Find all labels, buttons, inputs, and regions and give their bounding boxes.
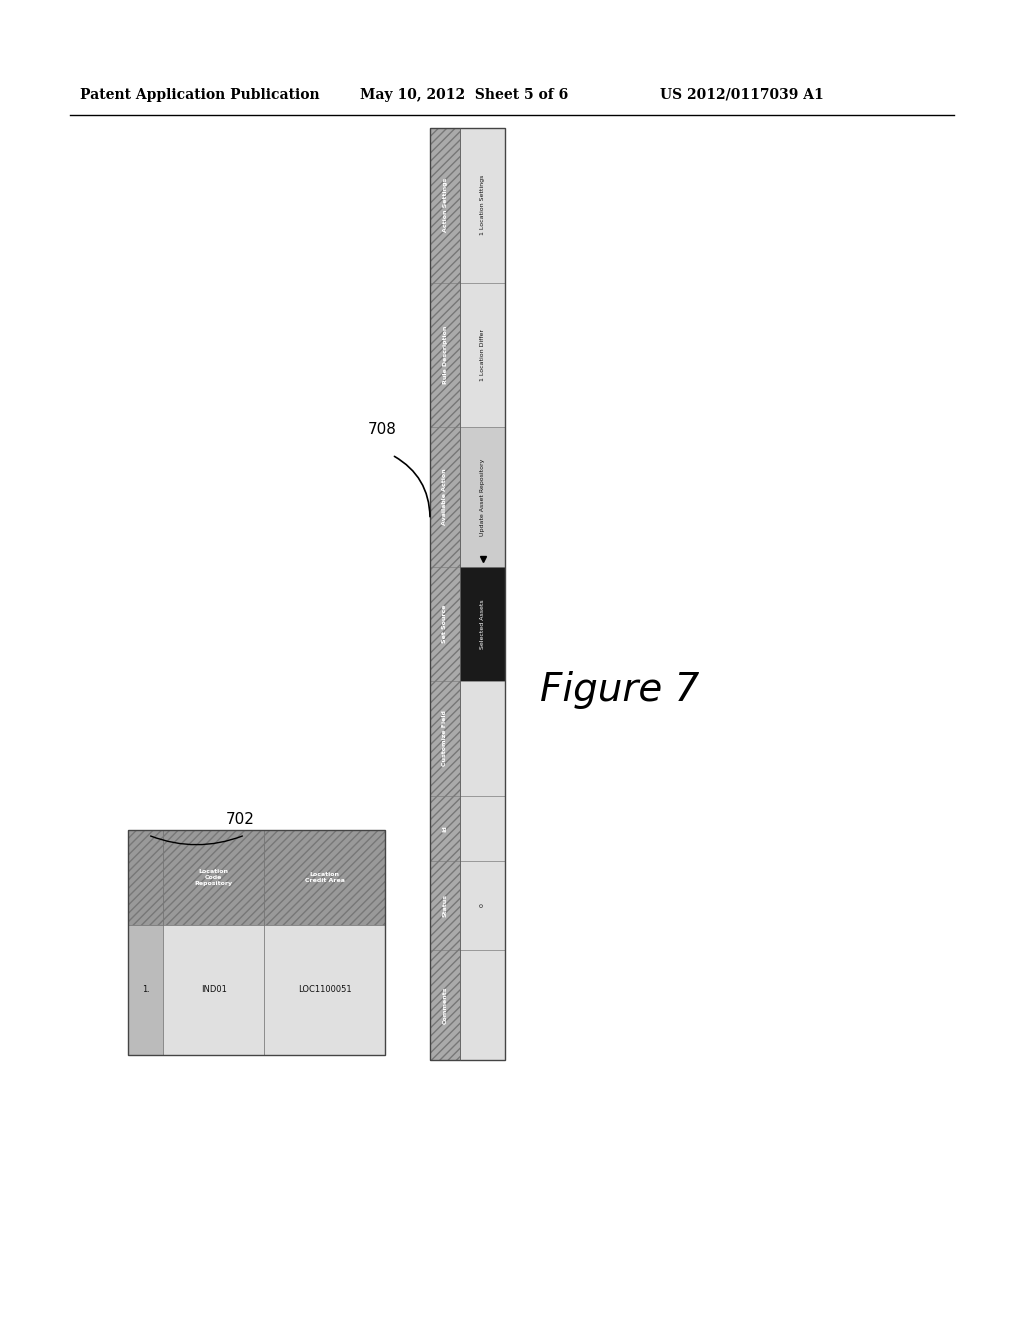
Bar — [460, 861, 505, 950]
Text: Id: Id — [442, 825, 447, 832]
Text: 0: 0 — [480, 904, 485, 907]
Text: 708: 708 — [368, 422, 396, 437]
Bar — [430, 861, 460, 950]
Text: May 10, 2012  Sheet 5 of 6: May 10, 2012 Sheet 5 of 6 — [360, 88, 568, 102]
Text: Customize Field: Customize Field — [442, 710, 447, 767]
Bar — [128, 830, 163, 924]
Bar — [430, 282, 460, 428]
Text: US 2012/0117039 A1: US 2012/0117039 A1 — [660, 88, 823, 102]
Bar — [264, 924, 385, 1055]
Bar — [430, 428, 460, 566]
Bar — [430, 566, 460, 681]
Text: Rule Description: Rule Description — [442, 326, 447, 384]
Bar — [430, 128, 460, 282]
Bar — [264, 830, 385, 924]
Bar — [460, 950, 505, 1060]
Bar — [163, 924, 264, 1055]
Bar — [430, 796, 460, 861]
Bar — [128, 830, 385, 1055]
Bar — [163, 830, 264, 924]
Text: 1.: 1. — [141, 985, 150, 994]
Text: LOC1100051: LOC1100051 — [298, 985, 351, 994]
Text: Action Settings: Action Settings — [442, 178, 447, 232]
Bar — [430, 681, 460, 796]
Bar — [430, 861, 460, 950]
Bar — [460, 796, 505, 861]
Text: Comments: Comments — [442, 986, 447, 1024]
Text: Status: Status — [442, 894, 447, 917]
Text: Location
Code
Repository: Location Code Repository — [195, 869, 232, 886]
Bar — [430, 796, 460, 861]
Bar — [264, 830, 385, 924]
Bar — [460, 282, 505, 428]
Bar — [430, 128, 460, 282]
Bar — [460, 681, 505, 796]
Bar — [430, 681, 460, 796]
Text: Patent Application Publication: Patent Application Publication — [80, 88, 319, 102]
Bar — [163, 830, 264, 924]
Bar — [460, 428, 505, 566]
Text: Update Asset Repository: Update Asset Repository — [480, 458, 485, 536]
Bar — [430, 566, 460, 681]
Bar — [430, 950, 460, 1060]
Bar — [430, 128, 505, 1060]
Bar — [128, 924, 163, 1055]
Bar — [430, 428, 460, 566]
Bar — [460, 128, 505, 282]
Text: 1 Location Differ: 1 Location Differ — [480, 329, 485, 380]
Bar — [460, 566, 505, 681]
Bar — [430, 282, 460, 428]
Text: 1 Location Settings: 1 Location Settings — [480, 176, 485, 235]
Bar — [128, 830, 163, 924]
Text: 702: 702 — [225, 813, 254, 828]
Bar — [430, 950, 460, 1060]
Text: Selected Assets: Selected Assets — [480, 599, 485, 648]
Text: Location
Credit Area: Location Credit Area — [304, 871, 344, 883]
Text: Figure 7: Figure 7 — [541, 671, 699, 709]
Text: IND01: IND01 — [201, 985, 226, 994]
Text: Available Action: Available Action — [442, 469, 447, 525]
Text: Set Source: Set Source — [442, 605, 447, 643]
